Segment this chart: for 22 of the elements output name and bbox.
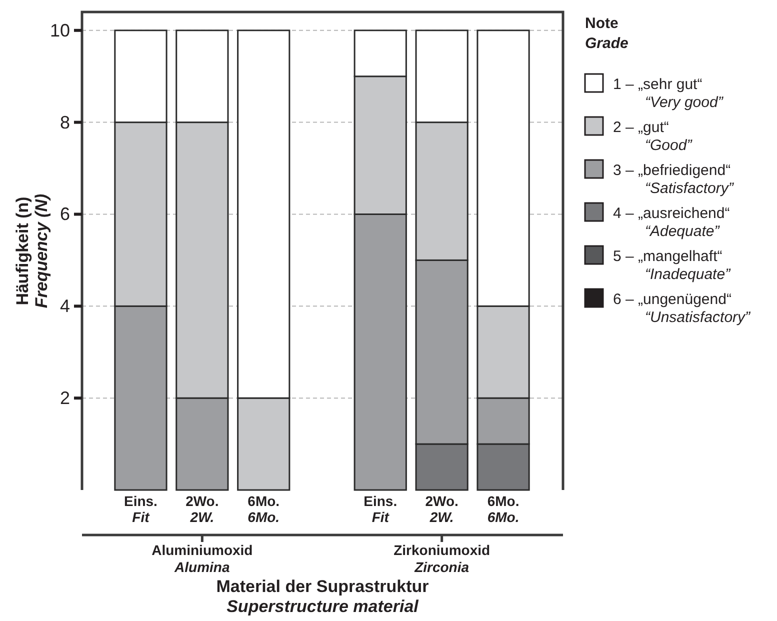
x-axis-title: Material der Suprastruktur Superstructure material <box>216 577 430 616</box>
legend-label: 3 – „befriedigend“ “Satisfactory” <box>613 162 734 197</box>
y-tick-label: 8 <box>60 112 70 132</box>
y-axis-title: Häufigkeit (n) Frequency (N) <box>13 194 51 308</box>
legend-label: 6 – „ungenügend“ “Unsatisfactory” <box>613 291 752 326</box>
y-tick-label: 6 <box>60 204 70 224</box>
legend-label: 5 – „mangelhaft“ “Inadequate” <box>613 248 732 283</box>
legend-label: 2 – „gut“ “Good” <box>613 119 693 154</box>
x-tick-label: 6Mo. 6Mo. <box>487 493 520 525</box>
legend-label: 4 – „ausreichend“ “Adequate” <box>613 205 730 240</box>
y-tick-label: 2 <box>60 388 70 408</box>
legend-label: 1 – „sehr gut“ “Very good” <box>613 76 724 111</box>
text: Zirkoniumoxid Zirconia <box>394 542 490 575</box>
x-tick-label: 2Wo. 2W. <box>186 493 219 525</box>
y-tick-label: 10 <box>50 20 70 40</box>
x-tick-label: Eins. Fit <box>364 493 398 525</box>
x-tick-label: Eins. Fit <box>124 493 158 525</box>
text: Aluminiumoxid Alumina <box>152 542 253 575</box>
x-tick-label: 2Wo. 2W. <box>425 493 458 525</box>
legend-title: Note Grade <box>585 15 628 52</box>
y-tick-label: 4 <box>60 296 70 316</box>
x-tick-label: 6Mo. 6Mo. <box>248 493 280 525</box>
